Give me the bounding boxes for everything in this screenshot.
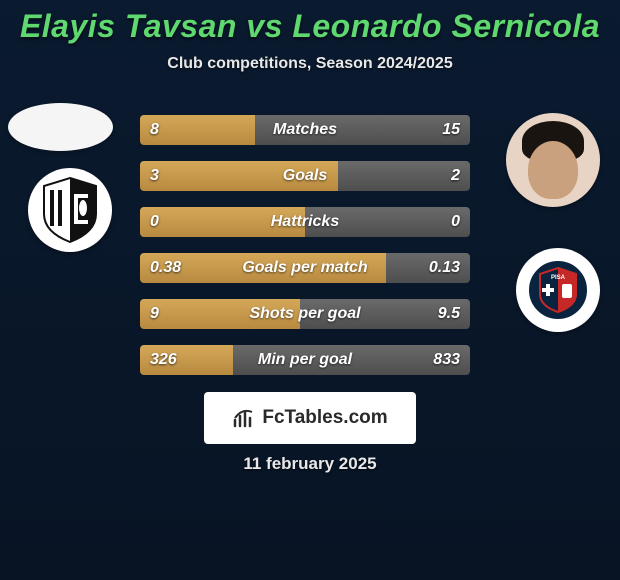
stat-value-right: 2 [451, 161, 460, 191]
stat-value-right: 0 [451, 207, 460, 237]
page-title: Elayis Tavsan vs Leonardo Sernicola [0, 8, 620, 45]
player-left-avatar [8, 103, 113, 151]
club-right-badge: PISA [516, 248, 600, 332]
stat-value-right: 833 [433, 345, 460, 375]
player-face-icon [506, 113, 600, 207]
stat-row: 8Matches15 [140, 115, 470, 145]
stat-value-right: 15 [442, 115, 460, 145]
brand-label: FcTables.com [262, 407, 387, 429]
pisa-badge-icon: PISA [527, 259, 589, 321]
brand-logo-icon [232, 406, 256, 430]
subtitle: Club competitions, Season 2024/2025 [0, 55, 620, 73]
stat-label: Goals per match [140, 253, 470, 283]
stat-label: Min per goal [140, 345, 470, 375]
comparison-card: Elayis Tavsan vs Leonardo Sernicola Club… [0, 0, 620, 580]
date-label: 11 february 2025 [0, 454, 620, 474]
cesena-badge-icon [40, 176, 100, 244]
stat-bars: 8Matches15 3Goals2 0Hattricks0 0.38Goals pe… [140, 115, 470, 391]
stat-row: 9Shots per goal9.5 [140, 299, 470, 329]
stat-label: Goals [140, 161, 470, 191]
stat-value-right: 0.13 [429, 253, 460, 283]
stats-panel: PISA 8Matches15 3Goals2 0Hattricks0 0.38Goa… [0, 103, 620, 393]
stat-row: 3Goals2 [140, 161, 470, 191]
stat-value-right: 9.5 [438, 299, 460, 329]
player-right-avatar [506, 113, 600, 207]
svg-text:PISA: PISA [551, 275, 566, 281]
stat-row: 0.38Goals per match0.13 [140, 253, 470, 283]
stat-label: Matches [140, 115, 470, 145]
stat-row: 326Min per goal833 [140, 345, 470, 375]
stat-row: 0Hattricks0 [140, 207, 470, 237]
club-left-badge [28, 168, 112, 252]
stat-label: Shots per goal [140, 299, 470, 329]
stat-label: Hattricks [140, 207, 470, 237]
brand-box[interactable]: FcTables.com [204, 392, 416, 444]
